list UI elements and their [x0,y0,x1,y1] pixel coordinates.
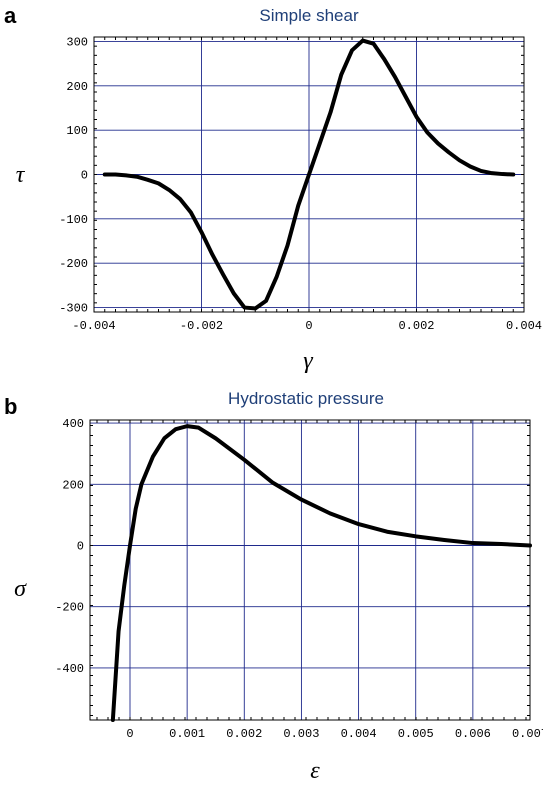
panel-b-ytick-label: 200 [62,478,84,492]
panel-a-ticks: -0.004 -0.002 0 0.002 0.004 300 200 100 0 -100 -20… [59,35,542,333]
panel-b-grid [90,420,530,720]
panel-a-xtick-label: 0.004 [506,319,542,333]
panel-b-letter: b [4,394,17,419]
panel-a-title: Simple shear [259,6,359,25]
panel-a-ylabel: τ [16,162,26,188]
panel-b-xtick-label: 0.001 [169,727,205,741]
panel-b-xtick-label: 0.002 [226,727,262,741]
panel-a-xtick-label: -0.002 [180,319,223,333]
panel-a-curve [102,38,516,311]
panel-a-ytick-label: 300 [66,35,88,49]
panel-a-xtick-label: 0 [305,319,312,333]
panel-a-xlabel: γ [303,348,313,374]
panel-a-ytick-label: 0 [81,169,88,183]
panel-a-ytick-label: -100 [59,213,88,227]
panel-b-ytick-label: -400 [55,662,84,676]
panel-b-curve [110,424,532,722]
panel-a-ytick-label: 100 [66,124,88,138]
panel-b-xtick-label: 0.006 [455,727,491,741]
panel-b-xtick-label: 0 [126,727,133,741]
panel-b-xlabel: ε [310,758,320,784]
panel-b-title: Hydrostatic pressure [228,389,384,408]
panel-b-ticks: 0 0.001 0.002 0.003 0.004 0.005 0.006 0.007 400 2… [55,417,543,741]
panel-a-ytick-label: -300 [59,302,88,316]
panel-a-xtick-label: -0.004 [72,319,115,333]
panel-b-plot-frame [89,419,531,721]
panel-b-ylabel: σ [14,576,27,602]
panel-b-ytick-label: -200 [55,601,84,615]
panel-a-grid [94,37,524,312]
panel-b-xtick-label: 0.005 [398,727,434,741]
simple-shear-chart: a Simple shear -0.004 -0.002 0 0.002 0.004 30… [4,3,542,374]
panel-a-letter: a [4,3,17,28]
panel-a-ytick-label: -200 [59,257,88,271]
panel-b-xtick-label: 0.003 [283,727,319,741]
panel-b-ytick-label: 400 [62,417,84,431]
panel-b-ytick-label: 0 [77,540,84,554]
hydrostatic-pressure-chart: b Hydrostatic pressure 0 0.001 0.002 0.003 0… [4,389,543,784]
panel-b-xtick-label: 0.007 [512,727,543,741]
panel-b-xtick-label: 0.004 [341,727,377,741]
panel-a-ytick-label: 200 [66,80,88,94]
panel-a-xtick-label: 0.002 [398,319,434,333]
